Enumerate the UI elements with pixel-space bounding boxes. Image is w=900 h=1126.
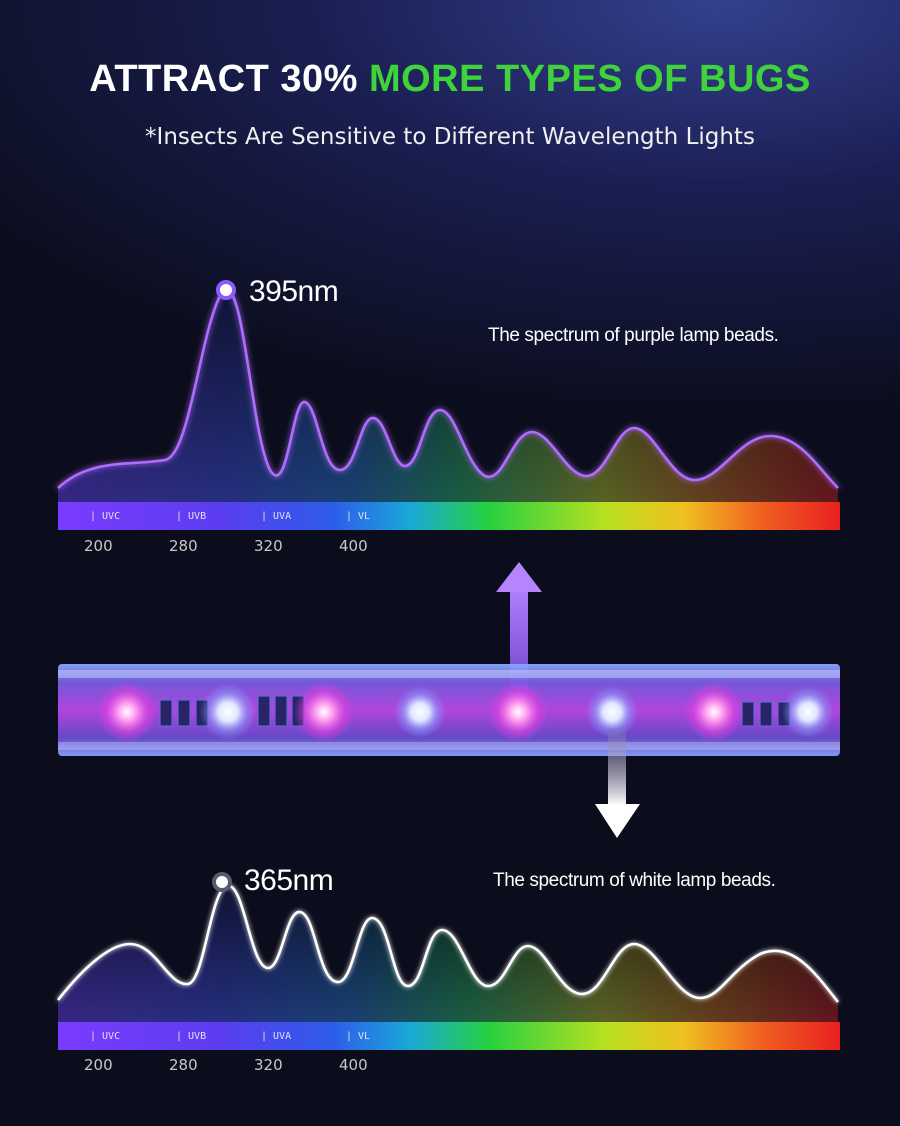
headline: ATTRACT 30% MORE TYPES OF BUGS [0, 58, 900, 101]
peak-marker [216, 280, 236, 300]
purple-spectrum-description: The spectrum of purple lamp beads. [488, 325, 779, 346]
tick-320: 320 [254, 1056, 283, 1074]
tick-280: 280 [169, 1056, 198, 1074]
band-label-uvb: | UVB [176, 1031, 207, 1042]
headline-white-part: ATTRACT 30% [89, 58, 369, 100]
tick-400: 400 [339, 537, 368, 555]
band-label-vl: | VL [346, 511, 371, 522]
arrow-down-icon [595, 728, 640, 838]
band-label-uvc: | UVC [90, 511, 121, 522]
peak-marker [212, 872, 232, 892]
peak-label-395: 395nm [249, 275, 339, 308]
wavelength-bar [58, 1022, 840, 1050]
tick-200: 200 [84, 537, 113, 555]
tick-400: 400 [339, 1056, 368, 1074]
spectrum-line [56, 884, 840, 1003]
wavelength-bar [58, 502, 840, 530]
led-strip-graphic [58, 562, 840, 838]
peak-label-365: 365nm [244, 864, 334, 897]
white-spectrum-description: The spectrum of white lamp beads. [493, 870, 776, 891]
purple-spectrum-chart [57, 280, 840, 530]
headline-green-part: MORE TYPES OF BUGS [368, 58, 811, 100]
led-strip [58, 664, 840, 756]
tick-200: 200 [84, 1056, 113, 1074]
band-label-uvc: | UVC [90, 1031, 121, 1042]
subheading: *Insects Are Sensitive to Different Wave… [145, 124, 755, 150]
band-label-uva: | UVA [261, 1031, 292, 1042]
band-label-vl: | VL [346, 1031, 371, 1042]
white-spectrum-chart [56, 872, 840, 1050]
tick-320: 320 [254, 537, 283, 555]
tick-280: 280 [169, 537, 198, 555]
band-label-uva: | UVA [261, 511, 292, 522]
led-bead-icon [97, 682, 834, 742]
band-label-uvb: | UVB [176, 511, 207, 522]
